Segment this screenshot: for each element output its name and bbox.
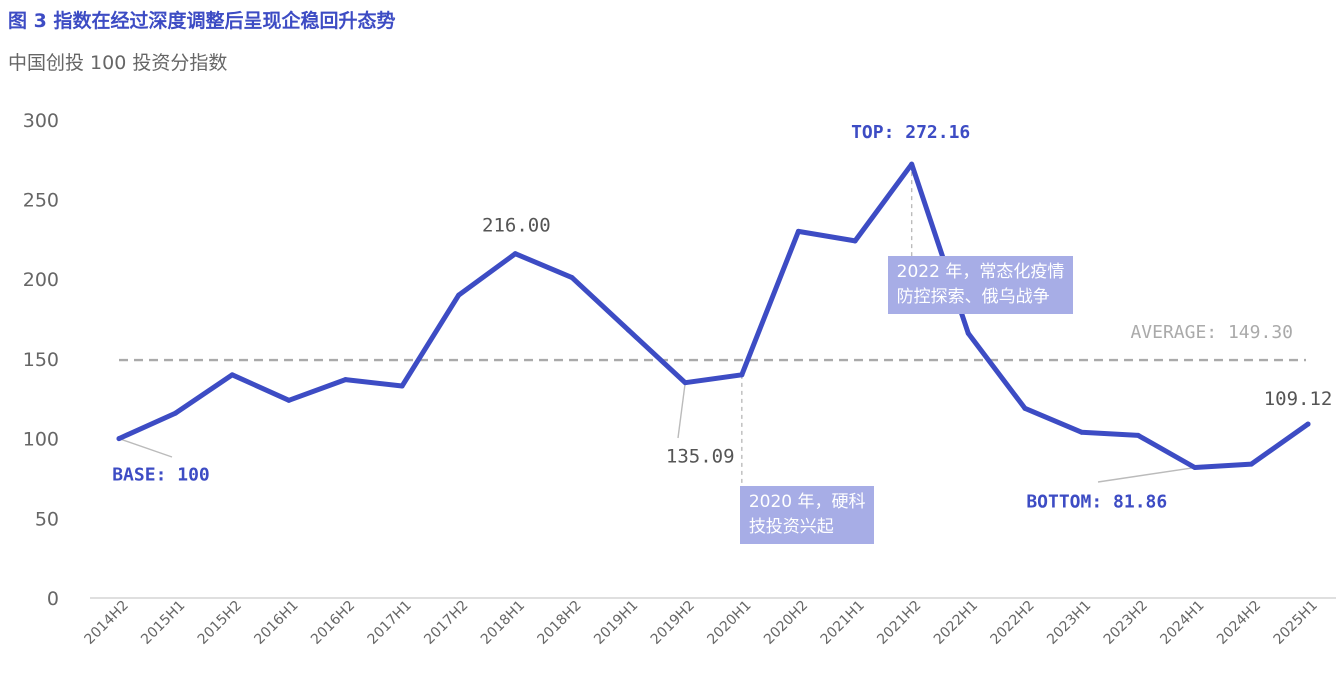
data-point-2021H2 — [909, 161, 915, 167]
annotation-note-2022: 2022 年，常态化疫情 防控探索、俄乌战争 — [887, 256, 1074, 314]
x-tick-label: 2019H2 — [648, 598, 698, 648]
x-axis: 2014H2 2015H1 2015H2 2016H1 2016H2 2017H1 2017… — [82, 598, 1321, 648]
data-point-2023H2 — [1135, 432, 1141, 438]
note-line: 防控探索、俄乌战争 — [896, 287, 1050, 307]
data-point-2015H1 — [173, 410, 179, 416]
annotation-note-2020: 2020 年，硬科 技投资兴起 — [739, 486, 875, 544]
x-tick-label: 2018H2 — [535, 598, 585, 648]
y-tick-label: 0 — [47, 588, 59, 610]
data-point-2022H1 — [965, 330, 971, 336]
x-tick-label: 2021H1 — [818, 598, 868, 648]
data-point-2020H1 — [739, 372, 745, 378]
x-tick-label: 2023H1 — [1044, 598, 1094, 648]
data-point-2016H2 — [342, 377, 348, 383]
annotation-labels: BASE: 100 216.00 135.09 TOP: 272.16 BOTTOM: … — [112, 122, 1332, 512]
series-line — [116, 161, 1311, 470]
annotation-label: 135.09 — [666, 446, 735, 468]
data-point-2015H2 — [229, 372, 235, 378]
data-point-2018H1 — [512, 251, 518, 257]
annotation-label: 109.12 — [1264, 388, 1333, 410]
x-tick-label: 2016H2 — [308, 598, 358, 648]
y-tick-label: 200 — [23, 269, 59, 291]
data-point-2023H1 — [1079, 429, 1085, 435]
annotation-label: 216.00 — [482, 215, 551, 237]
x-tick-label: 2018H1 — [478, 598, 528, 648]
x-tick-label: 2015H2 — [195, 598, 245, 648]
data-point-2025H1 — [1305, 421, 1311, 427]
x-tick-label: 2019H1 — [591, 598, 641, 648]
note-line: 2020 年，硬科 — [748, 492, 866, 512]
annotation-leaders — [118, 164, 1195, 488]
x-tick-label: 2015H1 — [138, 598, 188, 648]
y-tick-label: 300 — [23, 110, 59, 132]
base-leader — [118, 437, 173, 458]
data-points — [116, 161, 1311, 471]
x-tick-label: 2023H2 — [1101, 598, 1151, 648]
x-tick-label: 2017H2 — [421, 598, 471, 648]
data-point-2020H2 — [795, 228, 801, 234]
x-tick-label: 2017H1 — [365, 598, 415, 648]
x-tick-label: 2020H2 — [761, 598, 811, 648]
x-tick-label: 2021H2 — [874, 598, 924, 648]
y-tick-label: 250 — [23, 190, 59, 212]
data-point-2024H1 — [1192, 465, 1198, 471]
data-point-2021H1 — [852, 238, 858, 244]
x-tick-label: 2022H1 — [931, 598, 981, 648]
y-axis: 0 50 100 150 200 250 300 — [23, 110, 59, 610]
data-point-2017H1 — [399, 383, 405, 389]
x-tick-label: 2014H2 — [82, 598, 132, 648]
x-tick-label: 2022H2 — [987, 598, 1037, 648]
x-tick-label: 2024H1 — [1157, 598, 1207, 648]
data-point-2017H2 — [456, 292, 462, 298]
x-tick-label: 2020H1 — [704, 598, 754, 648]
chart-subtitle: 中国创投 100 投资分指数 — [8, 52, 228, 74]
data-point-2022H2 — [1022, 405, 1028, 411]
chart-title: 图 3 指数在经过深度调整后呈现企稳回升态势 — [8, 10, 396, 32]
annotation-label: TOP: 272.16 — [851, 122, 970, 143]
note-line: 2022 年，常态化疫情 — [896, 262, 1065, 282]
annotation-label: BASE: 100 — [112, 465, 210, 486]
note-line: 技投资兴起 — [748, 517, 834, 537]
x-tick-label: 2016H1 — [251, 598, 301, 648]
data-point-2016H1 — [286, 397, 292, 403]
bottom-leader — [1097, 466, 1195, 483]
data-point-2014H2 — [116, 436, 122, 442]
low-2019-leader — [677, 382, 686, 439]
data-point-2024H2 — [1248, 461, 1254, 467]
y-tick-label: 100 — [23, 429, 59, 451]
x-tick-label: 2025H1 — [1271, 598, 1321, 648]
annotation-label: BOTTOM: 81.86 — [1026, 492, 1167, 513]
data-point-2018H2 — [569, 275, 575, 281]
y-tick-label: 50 — [35, 508, 59, 530]
x-tick-label: 2024H2 — [1214, 598, 1264, 648]
data-point-2019H2 — [682, 380, 688, 386]
data-point-2019H1 — [626, 327, 632, 333]
average-label: AVERAGE: 149.30 — [1130, 322, 1293, 343]
y-tick-label: 150 — [23, 349, 59, 371]
